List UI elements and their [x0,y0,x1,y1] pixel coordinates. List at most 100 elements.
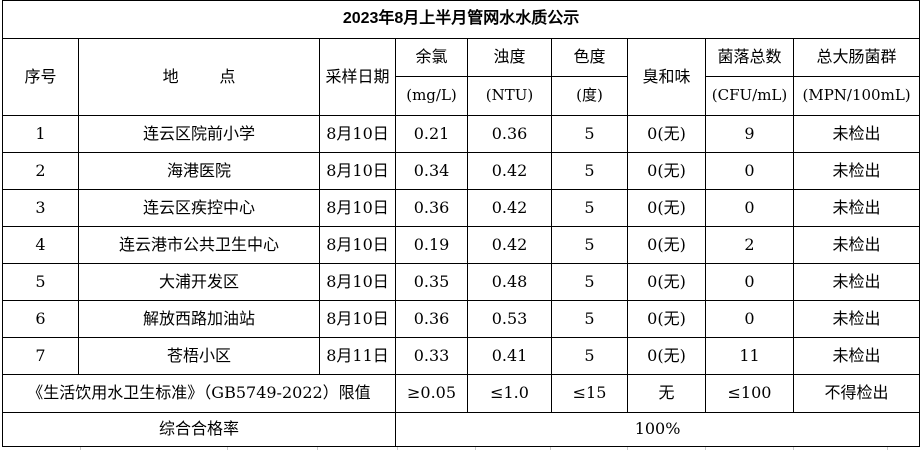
table-cell: 0(无) [627,115,706,153]
table-row: 6 解放西路加油站 8月10日 0.36 0.53 5 0(无) 0 未检出 [2,300,921,338]
limit-cell-chroma: ≤15 [551,374,628,413]
table-cell: 0.42 [467,189,552,227]
table-cell: 0 [705,152,794,190]
table-cell: 0.42 [467,152,552,190]
table-cell: 0(无) [627,189,706,227]
table-cell: 11 [705,337,794,375]
table-cell: 7 [2,337,79,375]
header-cell-colony-count: 菌落总数 [705,38,794,77]
table-cell: 海港医院 [78,152,320,190]
table-cell: 0.41 [467,337,552,375]
limit-cell-residual-chlorine: ≥0.05 [395,374,468,413]
spreadsheet-gridline-strip [0,447,921,450]
table-cell: 未检出 [792,152,921,190]
pass-rate-row: 综合合格率 100% [2,412,921,447]
header-cell-index: 序号 [2,38,79,116]
pass-rate-label: 综合合格率 [2,412,396,447]
table-cell: 0.21 [395,115,468,153]
table-cell: 连云区院前小学 [78,115,320,153]
table-cell: 未检出 [792,263,921,301]
table-cell: 8月10日 [319,152,396,190]
unit-cell-chroma: (度) [551,76,628,116]
table-cell: 5 [551,337,628,375]
standard-limit-label: 《生活饮用水卫生标准》（GB5749-2022）限值 [2,374,396,413]
table-row: 4 连云港市公共卫生中心 8月10日 0.19 0.42 5 0(无) 2 未检… [2,226,921,264]
unit-cell-turbidity: (NTU) [467,76,552,116]
table-cell: 0.36 [395,189,468,227]
table-cell: 0.53 [467,300,552,338]
table-cell: 5 [551,152,628,190]
table-cell: 0.48 [467,263,552,301]
table-row: 1 连云区院前小学 8月10日 0.21 0.36 5 0(无) 9 未检出 [2,115,921,153]
table-cell: 未检出 [792,300,921,338]
table-cell: 解放西路加油站 [78,300,320,338]
gridline [550,447,551,450]
table-cell: 未检出 [792,226,921,264]
gridline [317,447,318,450]
gridline [227,447,228,450]
table-cell: 0.36 [395,300,468,338]
table-cell: 9 [705,115,794,153]
header-cell-odor-taste: 臭和味 [627,38,706,116]
unit-cell-total-coliform: (MPN/100mL) [792,76,921,116]
table-cell: 4 [2,226,79,264]
table-cell: 8月10日 [319,263,396,301]
table-cell: 0.36 [467,115,552,153]
header-cell-turbidity: 浊度 [467,38,552,77]
table-cell: 大浦开发区 [78,263,320,301]
table-cell: 8月10日 [319,300,396,338]
table-cell: 未检出 [792,189,921,227]
table-cell: 0.33 [395,337,468,375]
table-cell: 5 [551,263,628,301]
table-cell: 0(无) [627,263,706,301]
table-cell: 5 [2,263,79,301]
table-cell: 连云港市公共卫生中心 [78,226,320,264]
limit-cell-total-coliform: 不得检出 [792,374,921,413]
gridline [887,447,888,450]
table-cell: 0(无) [627,300,706,338]
table-cell: 6 [2,300,79,338]
page-title: 2023年8月上半月管网水水质公示 [1,0,921,39]
header-cell-total-coliform: 总大肠菌群 [792,38,921,77]
table-cell: 0.35 [395,263,468,301]
table-cell: 5 [551,115,628,153]
title-row: 2023年8月上半月管网水水质公示 [1,0,921,39]
table-cell: 2 [2,152,79,190]
table-cell: 1 [2,115,79,153]
table-cell: 0 [705,263,794,301]
limit-cell-colony-count: ≤100 [705,374,794,413]
header-row-labels: 序号 地 点 采样日期 余氯 浊度 色度 臭和味 菌落总数 总大肠菌群 [2,38,921,116]
table-cell: 0 [705,300,794,338]
table-cell: 5 [551,226,628,264]
gridline [705,447,706,450]
table-cell: 0 [705,189,794,227]
table-cell: 8月10日 [319,189,396,227]
table-cell: 0(无) [627,226,706,264]
table-cell: 0(无) [627,337,706,375]
header-cell-residual-chlorine: 余氯 [395,38,468,77]
unit-cell-residual-chlorine: (mg/L) [395,76,468,116]
header-cell-sample-date: 采样日期 [319,38,396,116]
table-row: 7 苍梧小区 8月11日 0.33 0.41 5 0(无) 11 未检出 [2,337,921,375]
table-row: 3 连云区疾控中心 8月10日 0.36 0.42 5 0(无) 0 未检出 [2,189,921,227]
table-cell: 0.34 [395,152,468,190]
header-cell-chroma: 色度 [551,38,628,77]
gridline [793,447,794,450]
pass-rate-value: 100% [394,412,921,447]
unit-cell-colony-count: (CFU/mL) [705,76,794,116]
table-row: 5 大浦开发区 8月10日 0.35 0.48 5 0(无) 0 未检出 [2,263,921,301]
table-cell: 未检出 [792,115,921,153]
table-row: 2 海港医院 8月10日 0.34 0.42 5 0(无) 0 未检出 [2,152,921,190]
header-cell-location: 地 点 [78,38,320,116]
table-cell: 连云区疾控中心 [78,189,320,227]
table-cell: 5 [551,300,628,338]
table-cell: 5 [551,189,628,227]
table-cell: 0(无) [627,152,706,190]
table-cell: 0.19 [395,226,468,264]
table-cell: 0.42 [467,226,552,264]
limit-cell-odor-taste: 无 [627,374,706,413]
standard-limit-row: 《生活饮用水卫生标准》（GB5749-2022）限值 ≥0.05 ≤1.0 ≤1… [2,374,921,413]
gridline [475,447,476,450]
